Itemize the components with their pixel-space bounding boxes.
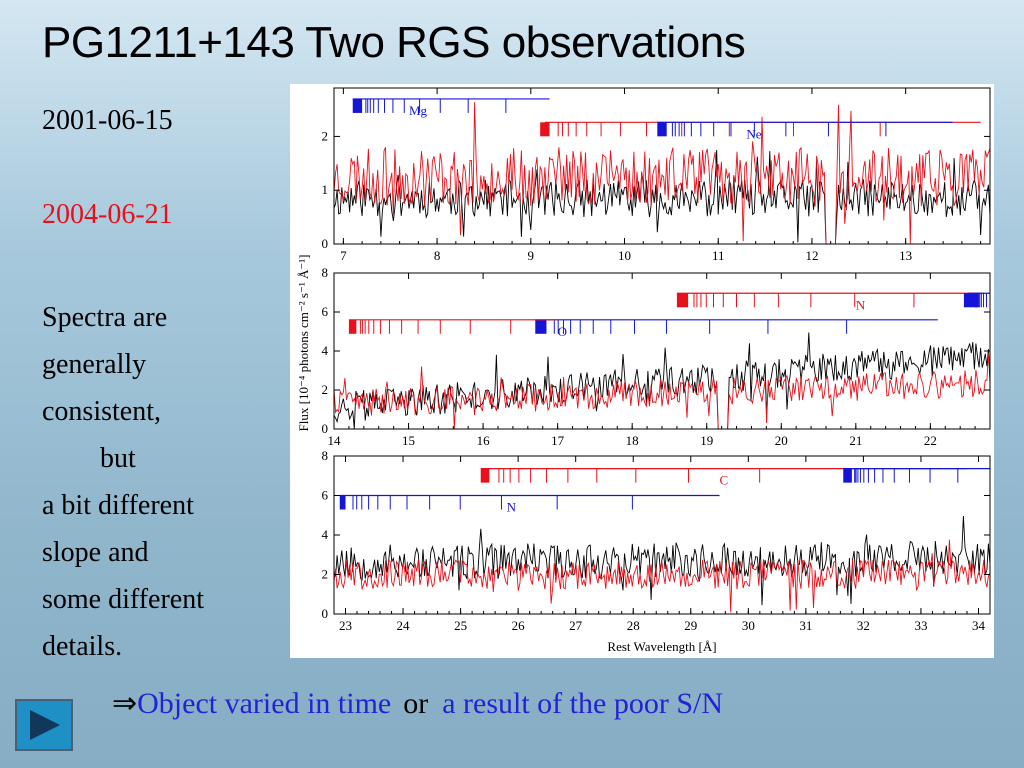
y-tick-label: 0 [322,606,329,621]
ion-label-n-panel-3: N [507,500,517,515]
x-tick-label: 34 [972,618,986,633]
x-tick-label: 30 [742,618,755,633]
series-limit-block-panel-2 [963,293,976,308]
ion-label-c-panel-3: C [720,473,729,488]
series-limit-block-panel-3 [339,495,346,510]
description-line: some different [42,584,204,615]
y-tick-label: 0 [322,236,329,251]
description-line: consistent, [42,396,161,427]
y-tick-label: 4 [322,343,329,358]
ion-label-mg-panel-1: Mg [409,103,428,118]
x-tick-label: 15 [402,433,415,448]
x-tick-label: 28 [627,618,640,633]
conclusion-option-noise: a result of the poor S/N [442,687,723,720]
x-tick-label: 8 [434,248,441,263]
series-limit-block-panel-1 [540,122,550,137]
ion-label-o-panel-2: O [558,324,567,339]
description-line: slope and [42,537,149,568]
ion-label-ne-panel-1: Ne [746,126,761,141]
next-slide-button[interactable] [15,699,73,751]
y-tick-label: 2 [322,567,329,582]
x-tick-label: 16 [477,433,491,448]
x-tick-label: 17 [551,433,565,448]
x-tick-label: 23 [339,618,352,633]
series-limit-block-panel-1 [657,122,667,137]
series-limit-block-panel-1 [352,98,363,113]
series-limit-block-panel-2 [676,293,689,308]
series-limit-block-panel-2 [535,319,547,334]
y-tick-label: 6 [322,488,329,503]
y-tick-label: 2 [322,382,329,397]
spectra-figure: Mg Ne 7 8 9 10 11 12 13 0 1 2 N O 14 15 16 17 18 19 20 21 22 0 2… [290,84,994,658]
series-limit-block-panel-3 [843,468,852,483]
y-tick-label: 2 [322,128,329,143]
date-label-2001: 2001-06-15 [42,105,173,136]
description-line: a bit different [42,490,194,521]
x-tick-label: 22 [924,433,937,448]
y-tick-label: 6 [322,304,329,319]
spectrum-line-black-panel-2 [333,332,991,430]
x-tick-label: 13 [899,248,912,263]
conclusion-line: ⇒Object varied in time or a result of the … [112,686,723,721]
conclusion-or: or [403,687,429,720]
panel-frame-3 [333,455,991,615]
x-tick-label: 21 [849,433,862,448]
x-tick-label: 29 [684,618,697,633]
x-tick-label: 26 [512,618,526,633]
y-tick-label: 1 [322,182,329,197]
x-tick-label: 20 [775,433,788,448]
x-tick-label: 24 [397,618,411,633]
series-limit-block-panel-2 [348,319,357,334]
y-tick-label: 8 [322,448,329,463]
description-text: Spectra are generally consistent, but a … [42,294,282,670]
x-tick-label: 12 [805,248,818,263]
x-tick-label: 10 [618,248,631,263]
x-tick-label: 19 [700,433,713,448]
slide-title: PG1211+143 Two RGS observations [42,18,746,67]
x-tick-label: 33 [914,618,927,633]
x-tick-label: 27 [569,618,583,633]
description-line: but [100,443,136,474]
description-line: Spectra are [42,302,168,333]
spectrum-line-black-panel-3 [333,515,991,606]
y-axis-label: Flux [10⁻⁴ photons cm⁻² s⁻¹ Å⁻¹] [296,255,311,432]
x-tick-label: 31 [799,618,812,633]
implies-arrow-icon: ⇒ [112,687,138,720]
x-tick-label: 32 [857,618,870,633]
x-tick-label: 7 [340,248,347,263]
spectrum-line-red-panel-1 [333,101,991,245]
description-line: generally [42,349,147,380]
description-line: details. [42,631,123,662]
y-tick-label: 8 [322,265,329,280]
x-tick-label: 14 [328,433,342,448]
x-tick-label: 18 [626,433,639,448]
x-tick-label: 9 [528,248,535,263]
x-axis-label: Rest Wavelength [Å] [607,639,716,654]
x-tick-label: 25 [454,618,467,633]
x-tick-label: 11 [712,248,725,263]
spectrum-line-red-panel-3 [333,539,991,613]
y-tick-label: 4 [322,527,329,542]
conclusion-option-variability: Object varied in time [137,687,392,720]
date-label-2004: 2004-06-21 [42,199,173,230]
series-limit-block-panel-3 [480,468,490,483]
y-tick-label: 0 [322,421,329,436]
spectrum-line-red-panel-2 [333,353,991,430]
ion-label-n-panel-2: N [856,297,866,312]
play-triangle-icon [30,710,60,740]
